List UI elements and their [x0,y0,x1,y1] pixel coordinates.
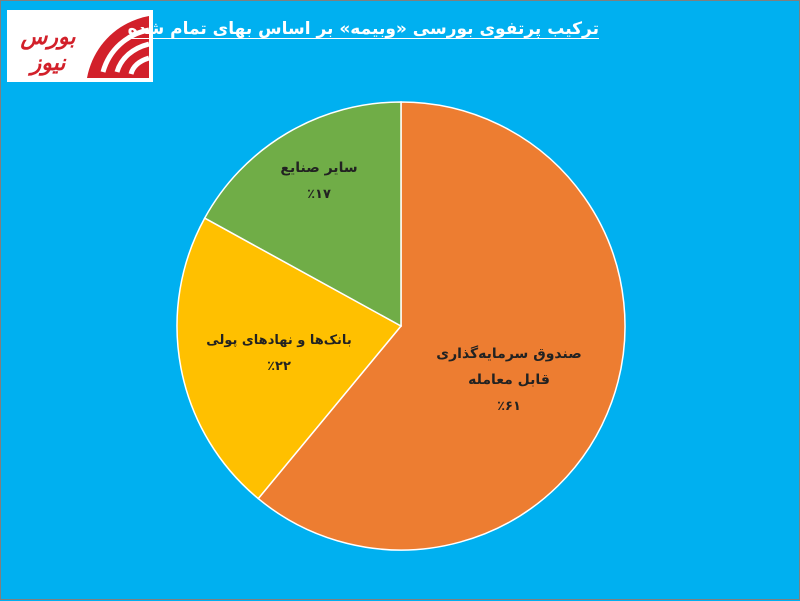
slice-label: بانک‌ها و نهادهای پولی [206,333,351,348]
slice-value-label: ٪۱۷ [307,187,331,202]
slice-label: صندوق سرمایه‌گذاری [436,345,582,362]
pie-slice [176,217,403,500]
chart-title: ترکیب پرتفوی بورسی «وبیمه» بر اساس بهای … [127,19,599,39]
slice-value-label: ٪۶۱ [497,399,521,414]
pie-slice [203,101,402,328]
logo-text: بورس نیوز [20,24,76,76]
pie-slice [257,101,626,551]
slice-label: سایر صنایع [280,160,357,176]
slice-value-label: ٪۲۲ [267,359,291,374]
slice-label: قابل معامله [468,372,550,388]
brand-logo: بورس نیوز [7,10,153,82]
logo-mark-icon [87,16,149,78]
